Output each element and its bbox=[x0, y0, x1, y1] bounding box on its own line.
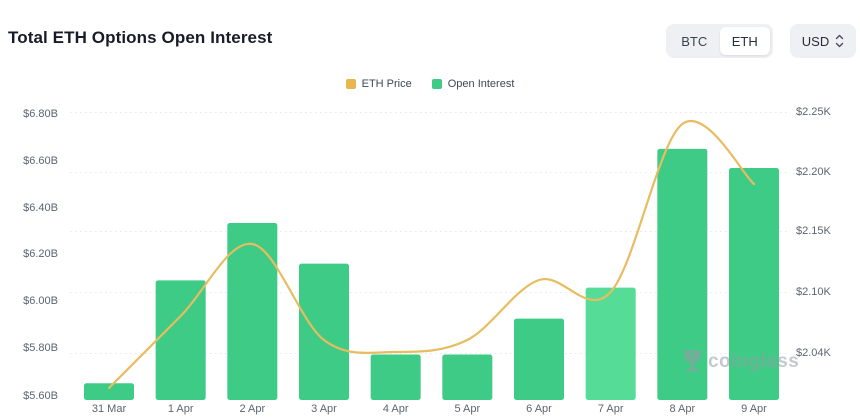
x-axis-label: 2 Apr bbox=[239, 403, 266, 415]
left-axis-tick: $6.80B bbox=[23, 108, 58, 120]
x-axis-label: 8 Apr bbox=[669, 403, 696, 415]
open-interest-bar[interactable] bbox=[585, 287, 636, 400]
coinglass-watermark: coinglass bbox=[682, 349, 799, 374]
left-axis-tick: $5.60B bbox=[23, 390, 58, 402]
right-axis-tick: $2.10K bbox=[796, 286, 831, 298]
open-interest-bar[interactable] bbox=[155, 280, 206, 400]
x-axis-label: 5 Apr bbox=[454, 403, 481, 415]
left-axis-tick: $6.40B bbox=[23, 202, 58, 214]
right-axis-tick: $2.25K bbox=[796, 106, 831, 118]
left-axis-tick: $6.60B bbox=[23, 155, 58, 167]
chart-legend: ETH Price Open Interest bbox=[0, 78, 860, 90]
right-axis-tick: $2.04K bbox=[796, 347, 831, 359]
eth-toggle-button[interactable]: ETH bbox=[719, 27, 770, 55]
page-title: Total ETH Options Open Interest bbox=[8, 28, 273, 47]
legend-label-eth-price: ETH Price bbox=[361, 78, 412, 90]
open-interest-bar[interactable] bbox=[84, 383, 134, 400]
open-interest-bar[interactable] bbox=[227, 223, 278, 400]
x-axis-label: 1 Apr bbox=[167, 403, 194, 415]
left-axis-tick: $6.20B bbox=[23, 248, 58, 260]
btc-toggle-button[interactable]: BTC bbox=[681, 33, 708, 49]
x-axis-label: 7 Apr bbox=[597, 403, 624, 415]
trophy-icon bbox=[683, 350, 702, 372]
left-axis-tick: $6.00B bbox=[23, 295, 58, 307]
x-axis-label: 6 Apr bbox=[526, 403, 552, 415]
left-axis-tick: $5.80B bbox=[23, 342, 58, 354]
open-interest-bar[interactable] bbox=[370, 354, 421, 400]
eth-price-swatch-icon bbox=[345, 79, 356, 89]
right-axis-tick: $2.20K bbox=[796, 166, 831, 178]
open-interest-bar[interactable] bbox=[442, 354, 493, 400]
legend-item-eth-price[interactable]: ETH Price bbox=[345, 78, 412, 90]
open-interest-bar[interactable] bbox=[729, 168, 779, 400]
currency-select[interactable]: USD bbox=[790, 24, 856, 58]
right-axis-tick: $2.15K bbox=[796, 225, 831, 237]
chevron-up-down-icon bbox=[836, 34, 844, 48]
open-interest-bar[interactable] bbox=[299, 263, 349, 400]
legend-label-open-interest: Open Interest bbox=[447, 78, 515, 90]
open-interest-swatch-icon bbox=[431, 79, 442, 89]
open-interest-bar[interactable] bbox=[657, 148, 708, 400]
eth-price-line bbox=[107, 120, 756, 390]
x-axis-label: 31 Mar bbox=[91, 403, 127, 415]
open-interest-bar[interactable] bbox=[514, 318, 564, 400]
coin-toggle: BTC ETH bbox=[666, 24, 773, 58]
legend-item-open-interest[interactable]: Open Interest bbox=[431, 78, 515, 90]
x-axis-label: 9 Apr bbox=[741, 403, 767, 415]
x-axis-label: 3 Apr bbox=[311, 403, 337, 415]
watermark-text: coinglass bbox=[708, 350, 800, 372]
x-axis-label: 4 Apr bbox=[382, 403, 409, 415]
currency-select-value: USD bbox=[801, 33, 830, 49]
